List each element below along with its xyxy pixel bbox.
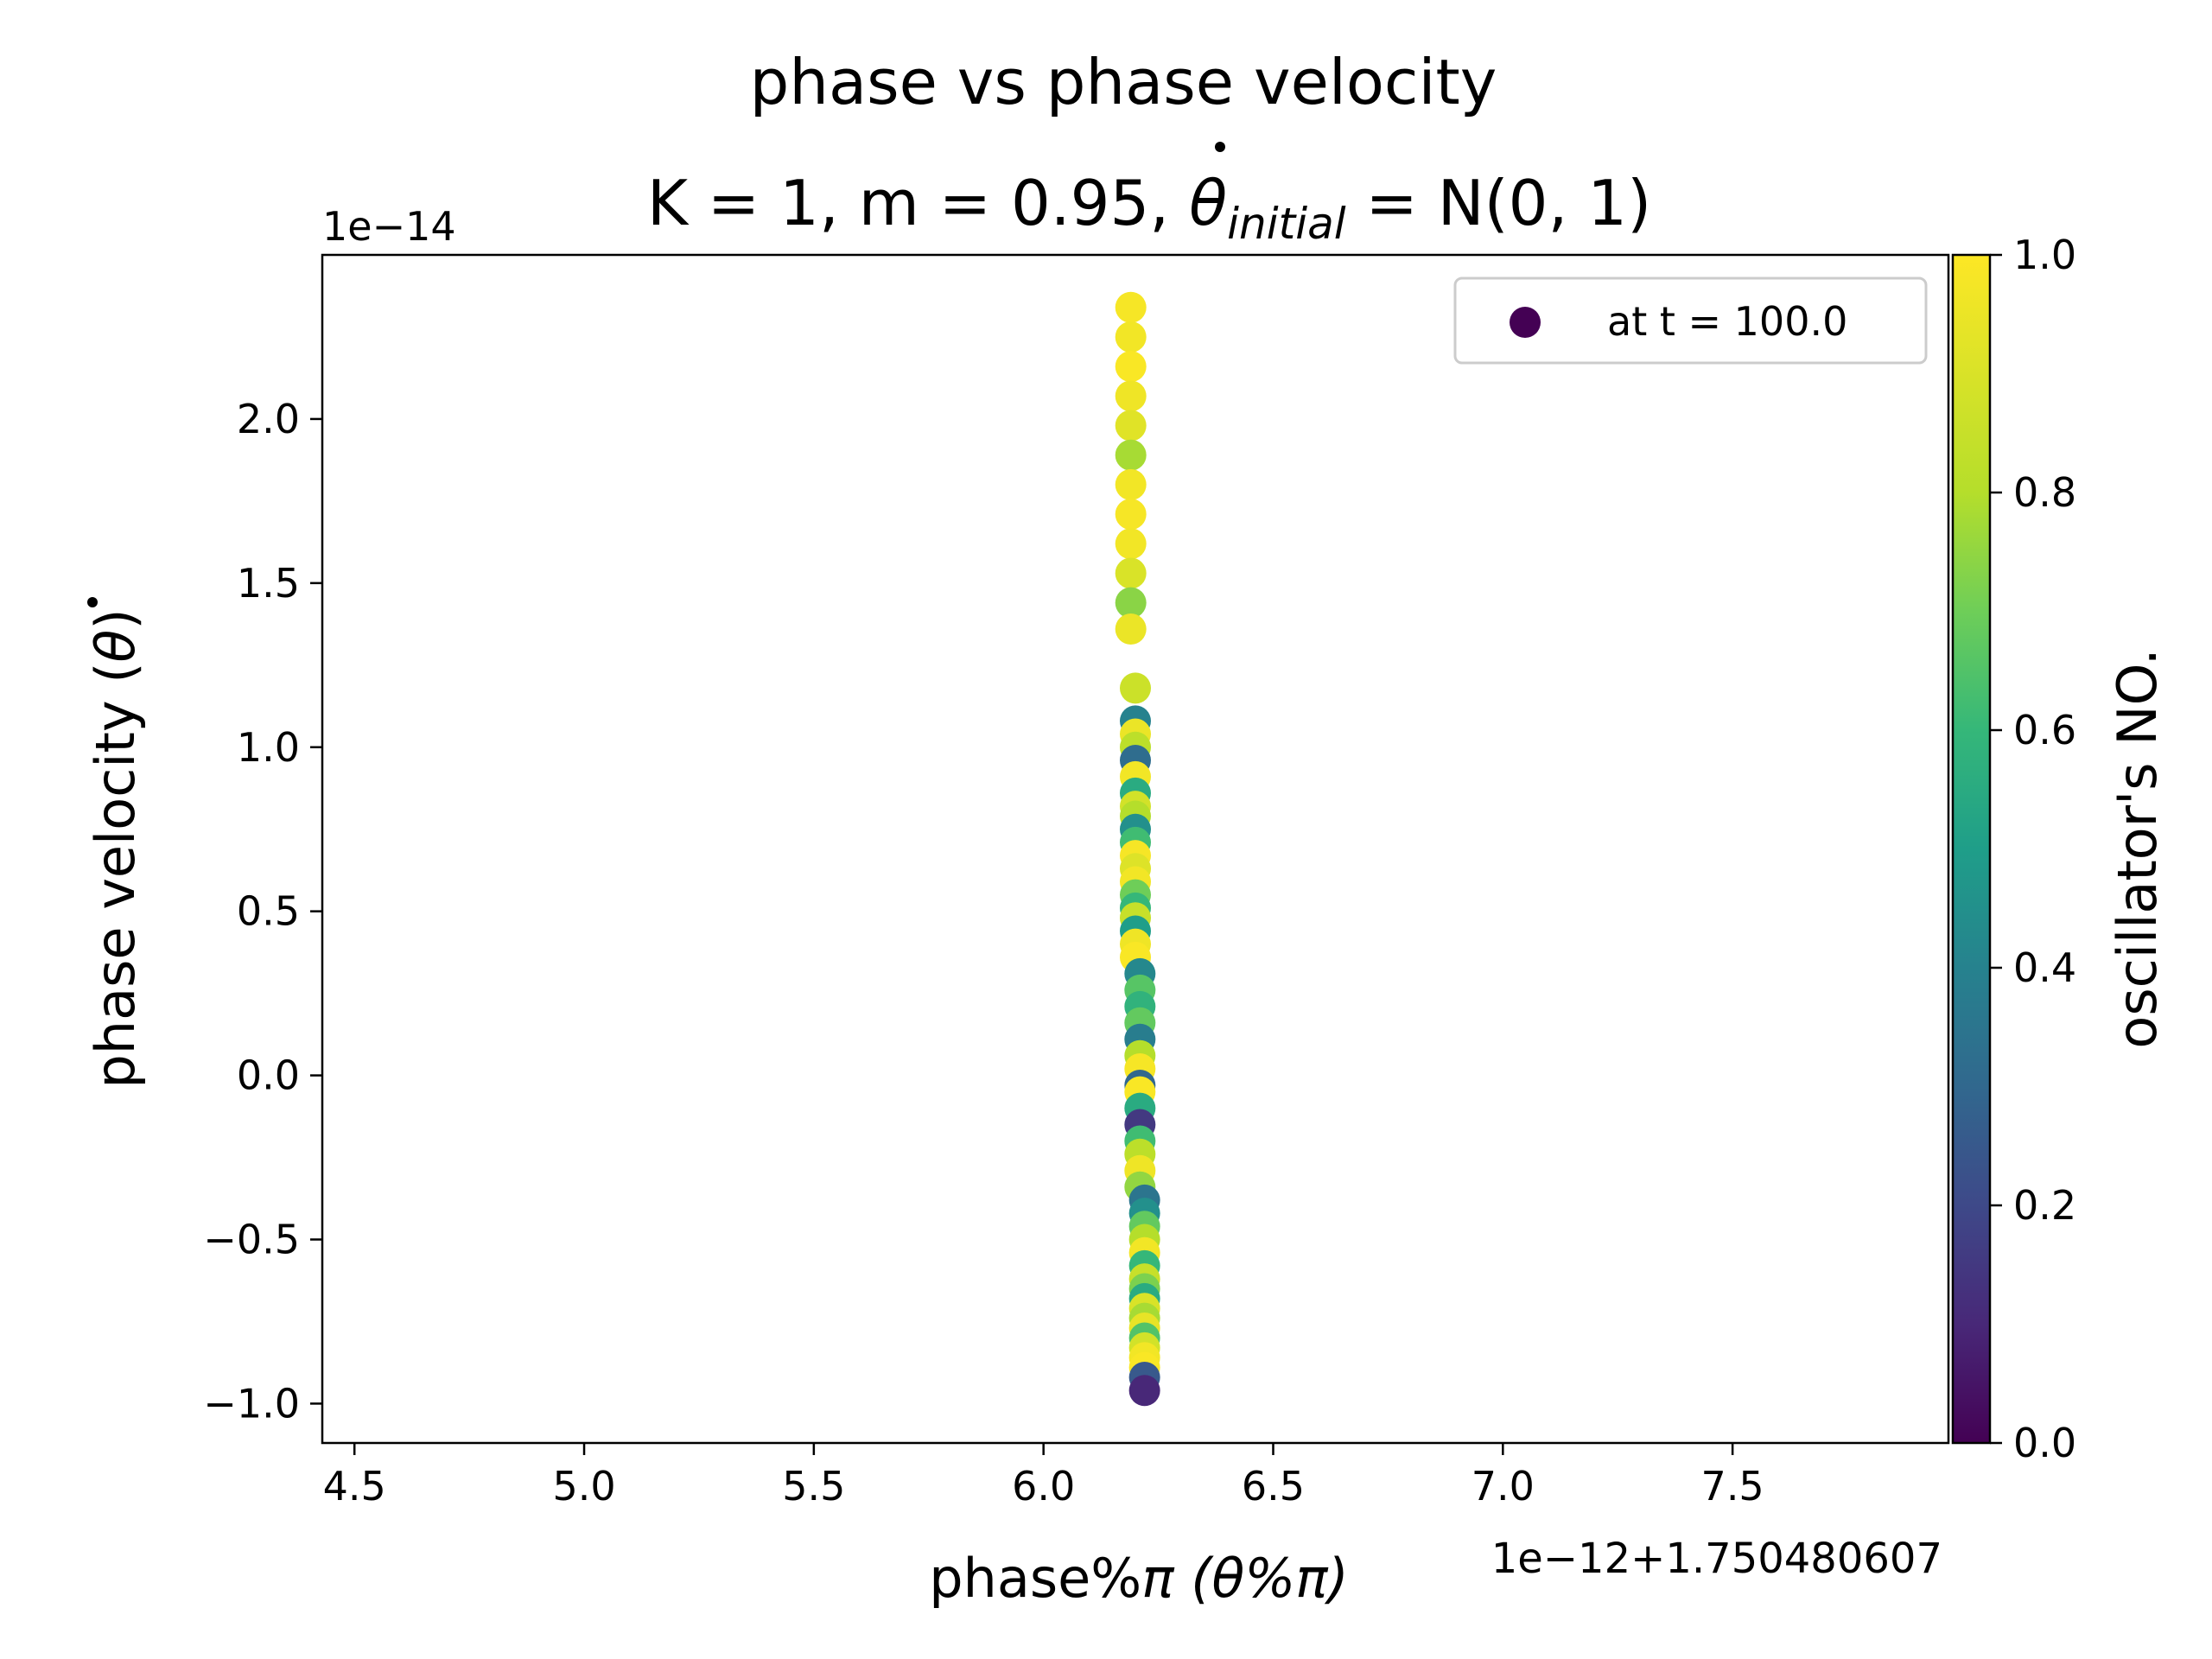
data-point-7 xyxy=(1115,499,1147,531)
x-tick-label: 5.5 xyxy=(782,1463,845,1510)
y-tick-label: 2.0 xyxy=(237,396,300,442)
data-point-1 xyxy=(1115,321,1147,353)
y-axis-label: phase velocity (θ) xyxy=(84,608,147,1088)
data-point-5 xyxy=(1115,439,1147,471)
y-axis-ticks: −1.0 −0.5 0.0 0.5 1.0 1.5 2.0 xyxy=(203,396,322,1427)
y-tick-label: 0.0 xyxy=(237,1052,300,1099)
colorbar-tick-label: 0.4 xyxy=(2013,944,2076,991)
colorbar-label: oscillator's NO. xyxy=(2106,648,2169,1048)
data-point-11 xyxy=(1115,613,1147,645)
data-point-0 xyxy=(1115,291,1147,323)
legend-marker xyxy=(1510,307,1541,338)
colorbar-tick-label: 0.8 xyxy=(2013,469,2076,516)
x-tick-label: 4.5 xyxy=(323,1463,386,1510)
chart-subtitle: K = 1, m = 0.95, θinitial = N(0, 1) xyxy=(647,167,1651,249)
plot-frame xyxy=(321,253,1950,1445)
y-tick-label: 0.5 xyxy=(237,888,300,935)
legend-box xyxy=(1453,276,1928,365)
data-point-64 xyxy=(1128,1375,1160,1407)
colorbar-ticks: 0.0 0.2 0.4 0.6 0.8 1.0 xyxy=(1990,232,2076,1466)
data-point-8 xyxy=(1115,528,1147,560)
colorbar-tick-label: 1.0 xyxy=(2013,232,2076,278)
y-tick-label: 1.0 xyxy=(237,724,300,771)
x-tick-label: 5.0 xyxy=(552,1463,615,1510)
y-tick-label: −1.0 xyxy=(203,1380,300,1427)
x-tick-label: 7.5 xyxy=(1701,1463,1764,1510)
data-point-6 xyxy=(1115,468,1147,500)
data-point-10 xyxy=(1115,587,1147,619)
legend: at t = 100.0 xyxy=(1453,276,1928,365)
colorbar-tick-label: 0.0 xyxy=(2013,1420,2076,1466)
y-tick-label: 1.5 xyxy=(237,560,300,607)
title-theta-dot xyxy=(1215,142,1225,152)
x-axis-label: phase%π (θ%π) xyxy=(929,1547,1349,1610)
colorbar-gradient xyxy=(1951,253,1992,1445)
x-tick-label: 6.5 xyxy=(1242,1463,1305,1510)
colorbar-tick-label: 0.2 xyxy=(2013,1182,2076,1229)
data-point-2 xyxy=(1115,351,1147,383)
data-points xyxy=(1115,291,1160,1407)
x-offset-label: 1e−12+1.750480607 xyxy=(1491,1535,1942,1583)
colorbar: 0.0 0.2 0.4 0.6 0.8 1.0 oscillator's NO. xyxy=(1951,232,2169,1466)
data-point-3 xyxy=(1115,380,1147,412)
legend-label: at t = 100.0 xyxy=(1607,298,1847,345)
colorbar-tick-label: 0.6 xyxy=(2013,707,2076,753)
x-axis-ticks: 4.5 5.0 5.5 6.0 6.5 7.0 7.5 xyxy=(323,1443,1764,1510)
y-scale-label: 1e−14 xyxy=(322,203,456,250)
x-tick-label: 7.0 xyxy=(1471,1463,1535,1510)
x-tick-label: 6.0 xyxy=(1012,1463,1075,1510)
data-point-4 xyxy=(1115,410,1147,442)
data-point-12 xyxy=(1120,672,1151,704)
chart-title: phase vs phase velocity xyxy=(750,46,1497,118)
y-tick-label: −0.5 xyxy=(203,1217,300,1263)
data-point-9 xyxy=(1115,557,1147,589)
ylabel-theta-dot xyxy=(87,597,98,607)
